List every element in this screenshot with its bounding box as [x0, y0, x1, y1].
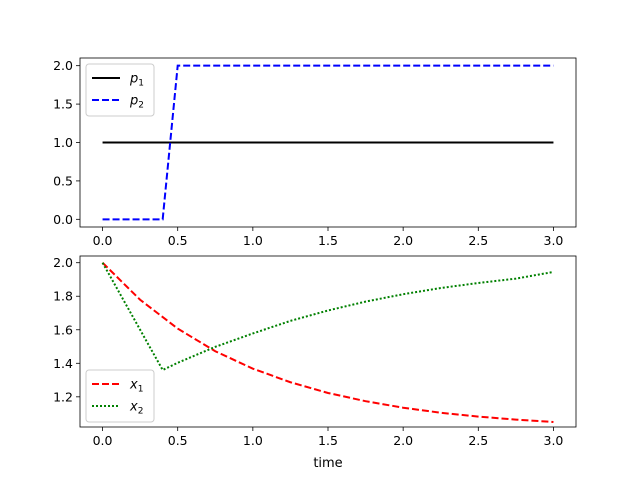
bottom-panel-ticks: 0.0 0.5 1.0 1.5 2.0 2.5 3.0 1.2 1.4 1.6 1.8 2.0	[53, 255, 563, 448]
bottom-panel-lines	[101, 261, 554, 423]
series-line-x1	[101, 261, 554, 423]
x-tick-label: 0.5	[168, 433, 188, 448]
x-tick-label: 1.5	[318, 233, 338, 248]
y-tick-label: 1.8	[53, 289, 73, 304]
x-tick-label: 1.0	[243, 233, 263, 248]
bottom-panel: 0.0 0.5 1.0 1.5 2.0 2.5 3.0 1.2 1.4 1.6 1.8 2.0 x1x…	[53, 255, 577, 471]
y-tick-label: 1.6	[53, 322, 73, 337]
y-tick-label: 1.0	[53, 135, 73, 150]
x-tick-label: 1.0	[243, 433, 263, 448]
y-tick-label: 0.0	[53, 212, 73, 227]
x-tick-label: 3.0	[544, 233, 564, 248]
y-tick-label: 2.0	[53, 58, 73, 73]
top-panel-lines	[102, 64, 554, 221]
x-tick-label: 0.5	[168, 233, 188, 248]
x-tick-label: 1.5	[318, 433, 338, 448]
x-tick-label: 2.5	[468, 433, 488, 448]
x-tick-label: 2.0	[393, 433, 413, 448]
top-panel-ticks: 0.0 0.5 1.0 1.5 2.0 2.5 3.0 0.0 0.5 1.0 1.5 2.0	[53, 58, 563, 248]
y-tick-label: 1.2	[53, 389, 73, 404]
y-tick-label: 0.5	[53, 173, 73, 188]
series-line-p2	[102, 64, 554, 221]
legend-frame	[85, 369, 155, 423]
x-tick-label: 2.5	[468, 233, 488, 248]
x-tick-label: 2.0	[393, 233, 413, 248]
x-tick-label: 0.0	[93, 433, 113, 448]
y-tick-label: 1.4	[53, 356, 73, 371]
top-panel: 0.0 0.5 1.0 1.5 2.0 2.5 3.0 0.0 0.5 1.0 1.5 2.0 p1p…	[53, 57, 577, 248]
x-tick-label: 3.0	[544, 433, 564, 448]
y-tick-label: 2.0	[53, 255, 73, 270]
x-tick-label: 0.0	[93, 233, 113, 248]
x-axis-label: time	[313, 456, 342, 471]
y-tick-label: 1.5	[53, 97, 73, 112]
